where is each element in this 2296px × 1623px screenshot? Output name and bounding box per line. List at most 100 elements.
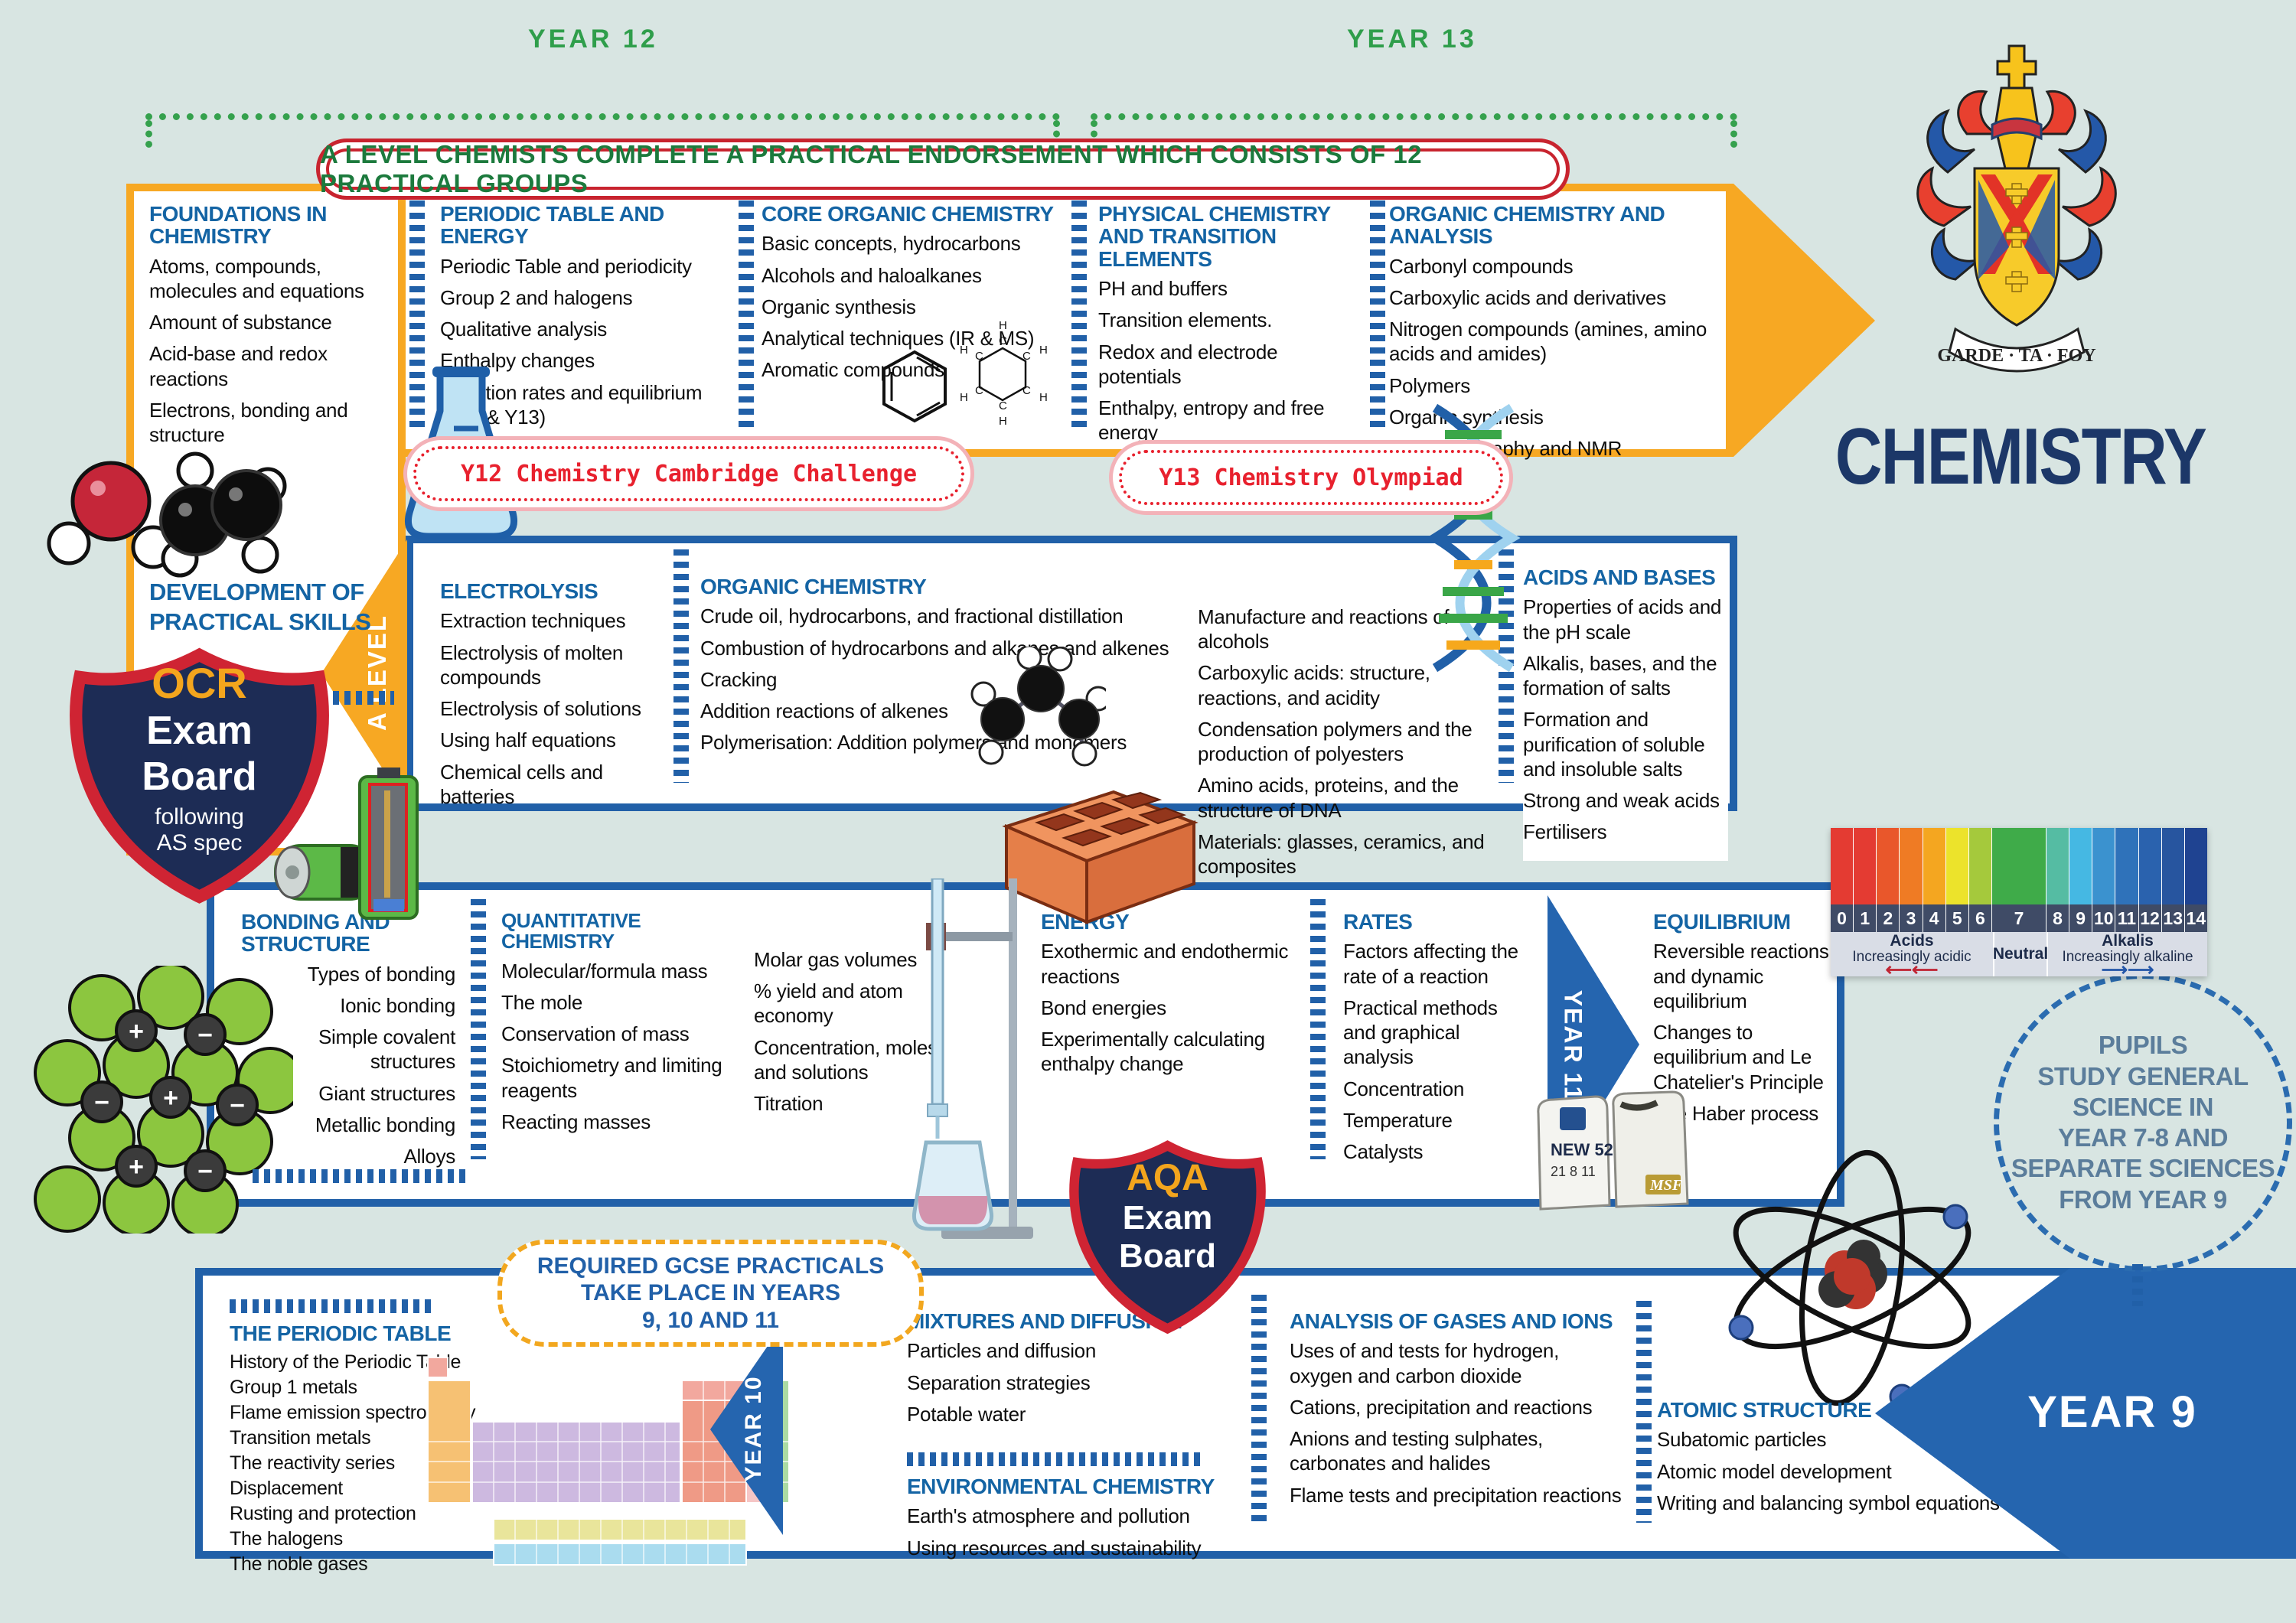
separator [1251,1295,1267,1524]
svg-text:−: − [197,1157,213,1186]
list-item: Cracking [700,667,778,691]
ph-acids-sub: Increasingly acidic [1852,948,1971,965]
year10-arrow-label: YEAR 10 [741,1375,766,1482]
list-item: Concentration [1343,1077,1464,1100]
list-item: Separation strategies [907,1370,1091,1394]
bag-label: NEW 52 [1551,1140,1613,1159]
section-electrolysis: ELECTROLYSIS Extraction techniques Electr… [440,580,662,816]
ph-number-cell: 6 [1968,904,1991,932]
list-item: Alcohols and haloalkanes [762,263,982,287]
topic-list: Earth's atmosphere and pollution Using re… [907,1504,1228,1559]
dna-helix-graphic [1426,404,1521,673]
list-item: Periodic Table and periodicity [440,254,692,278]
section-title: ELECTROLYSIS [440,579,598,603]
list-item: Simple covalent structures [318,1025,455,1074]
list-item: The noble gases [230,1553,368,1576]
ph-scale-graphic: 0 1 2 3 4 5 6 7 8 9 10 11 12 13 14 Acids Increasingly … [1831,828,2207,980]
list-item: Electrons, bonding and structure [149,398,348,447]
section-title: CORE ORGANIC CHEMISTRY [762,202,1054,226]
list-item: Condensation polymers and the production… [1198,717,1473,766]
list-item: SEPARATE SCIENCES [2011,1154,2275,1183]
list-item: Anions and testing sulphates, carbonates… [1290,1427,1543,1475]
topic-list: Types of bonding Ionic bonding Simple cova… [241,962,456,1169]
section-atomic-structure: ATOMIC STRUCTURE Subatomic particles Atom… [1657,1399,2013,1522]
list-item: Analytical techniques (IR & MS) [762,327,1035,350]
svg-text:+: + [129,1152,144,1181]
topic-list: Subatomic particles Atomic model developm… [1657,1427,2013,1515]
svg-text:H: H [999,321,1007,332]
list-item: YEAR 7-8 AND [2057,1123,2229,1152]
y12-challenge-text: Y12 Chemistry Cambridge Challenge [460,460,918,487]
atom-graphic [1728,1149,1971,1410]
ph-color-cell [1900,828,1923,904]
year9-label: YEAR 9 [2027,1387,2197,1437]
svg-text:C: C [975,350,983,363]
section-title: THE PERIODIC TABLE [230,1322,452,1345]
list-item: Electrolysis of molten compounds [440,640,624,689]
topic-list: Uses of and tests for hydrogen, oxygen a… [1290,1338,1626,1507]
list-item: Alkalis, bases, and the formation of sal… [1523,651,1717,700]
list-item: Particles and diffusion [907,1339,1096,1363]
list-item: TAKE PLACE IN YEARS [581,1280,840,1306]
svg-text:H: H [1039,344,1048,357]
topic-list: Particles and diffusion Separation strate… [907,1338,1213,1426]
section-title: ENVIRONMENTAL CHEMISTRY [907,1475,1215,1498]
list-item: Conservation of mass [501,1022,690,1046]
acid-arrow-icon: ⟵⟵ [1885,959,1939,980]
separator [471,899,486,1159]
list-item: Molecular/formula mass [501,959,708,983]
brick-graphic [1002,790,1199,925]
list-item: Changes to equilibrium and Le Chatelier'… [1653,1021,1824,1093]
section-analysis-gases-ions: ANALYSIS OF GASES AND IONS Uses of and t… [1290,1310,1626,1514]
svg-text:C: C [999,334,1007,347]
section-mixtures-diffusion: MIXTURES AND DIFFUSION Particles and dif… [907,1310,1213,1433]
topic-list: Manufacture and reactions of alcohols Car… [1198,605,1496,878]
list-item: Factors affecting the rate of a reaction [1343,940,1518,988]
list-item: Fertilisers [1523,820,1607,844]
list-item: Exothermic and endothermic reactions [1041,940,1289,988]
list-item: Redox and electrode potentials [1098,340,1278,388]
section-title: ANALYSIS OF GASES AND IONS [1290,1309,1613,1333]
section-title: ORGANIC CHEMISTRY [700,575,927,598]
list-item: History of the Periodic Table [230,1351,461,1374]
section-physical-transition: PHYSICAL CHEMISTRY AND TRANSITION ELEMEN… [1098,203,1358,452]
svg-text:−: − [94,1088,109,1117]
topic-list: Atoms, compounds, molecules and equation… [149,254,402,448]
benzene-ring-graphic: C C C C C C H H H H H H [882,321,1048,428]
aqa-shield-graphic [1069,1140,1266,1335]
list-item: Extraction techniques [440,609,626,633]
list-item: Subatomic particles [1657,1428,1827,1452]
pupils-connector [2132,1264,2143,1306]
section-core-organic: CORE ORGANIC CHEMISTRY Basic concepts, h… [762,203,1060,389]
separator [673,549,689,783]
ocr-note1: following [155,804,244,829]
section-practical-skills: DEVELOPMENT OF PRACTICAL SKILLS [149,578,402,644]
required-practicals-lines: REQUIRED GCSE PRACTICALS TAKE PLACE IN YE… [537,1253,884,1334]
list-item: Using resources and sustainability [907,1536,1202,1559]
list-item: Qualitative analysis [440,318,607,341]
topic-list: Factors affecting the rate of a reaction… [1343,939,1534,1164]
section-title: RATES [1343,910,1413,934]
ocr-shield-graphic [70,647,329,904]
section-foundations: FOUNDATIONS IN CHEMISTRY Atoms, compound… [149,203,402,454]
alkali-arrow-icon: ⟶⟶ [2101,959,2154,980]
list-item: Ionic bonding [340,994,455,1018]
aqa-name: AQA [1127,1158,1208,1198]
y13-olympiad-oval: Y13 Chemistry Olympiad [1119,450,1503,505]
ocr-shield-text: OCR Exam Board following AS spec [60,658,339,856]
list-item: Aromatic compounds [762,358,944,382]
list-item: STUDY GENERAL [2037,1061,2249,1090]
separator [739,200,754,430]
topic-list: Carbonyl compounds Carboxylic acids and d… [1389,254,1718,461]
ph-number-cell: 13 [2161,904,2184,932]
list-item: Writing and balancing symbol equations [1657,1491,2000,1514]
ph-neutral-label: Neutral [1992,944,2049,963]
separator [1071,200,1087,430]
list-item: Practical methods and graphical analysis [1343,996,1498,1069]
ph-number-cell: 1 [1854,904,1877,932]
section-equilibrium: EQUILIBRIUM Reversible reactions and dyn… [1653,911,1841,1133]
topic-list: Molecular/formula mass The mole Conservati… [501,959,727,1134]
ph-color-cell [2092,828,2115,904]
section-title: EQUILIBRIUM [1653,910,1791,934]
